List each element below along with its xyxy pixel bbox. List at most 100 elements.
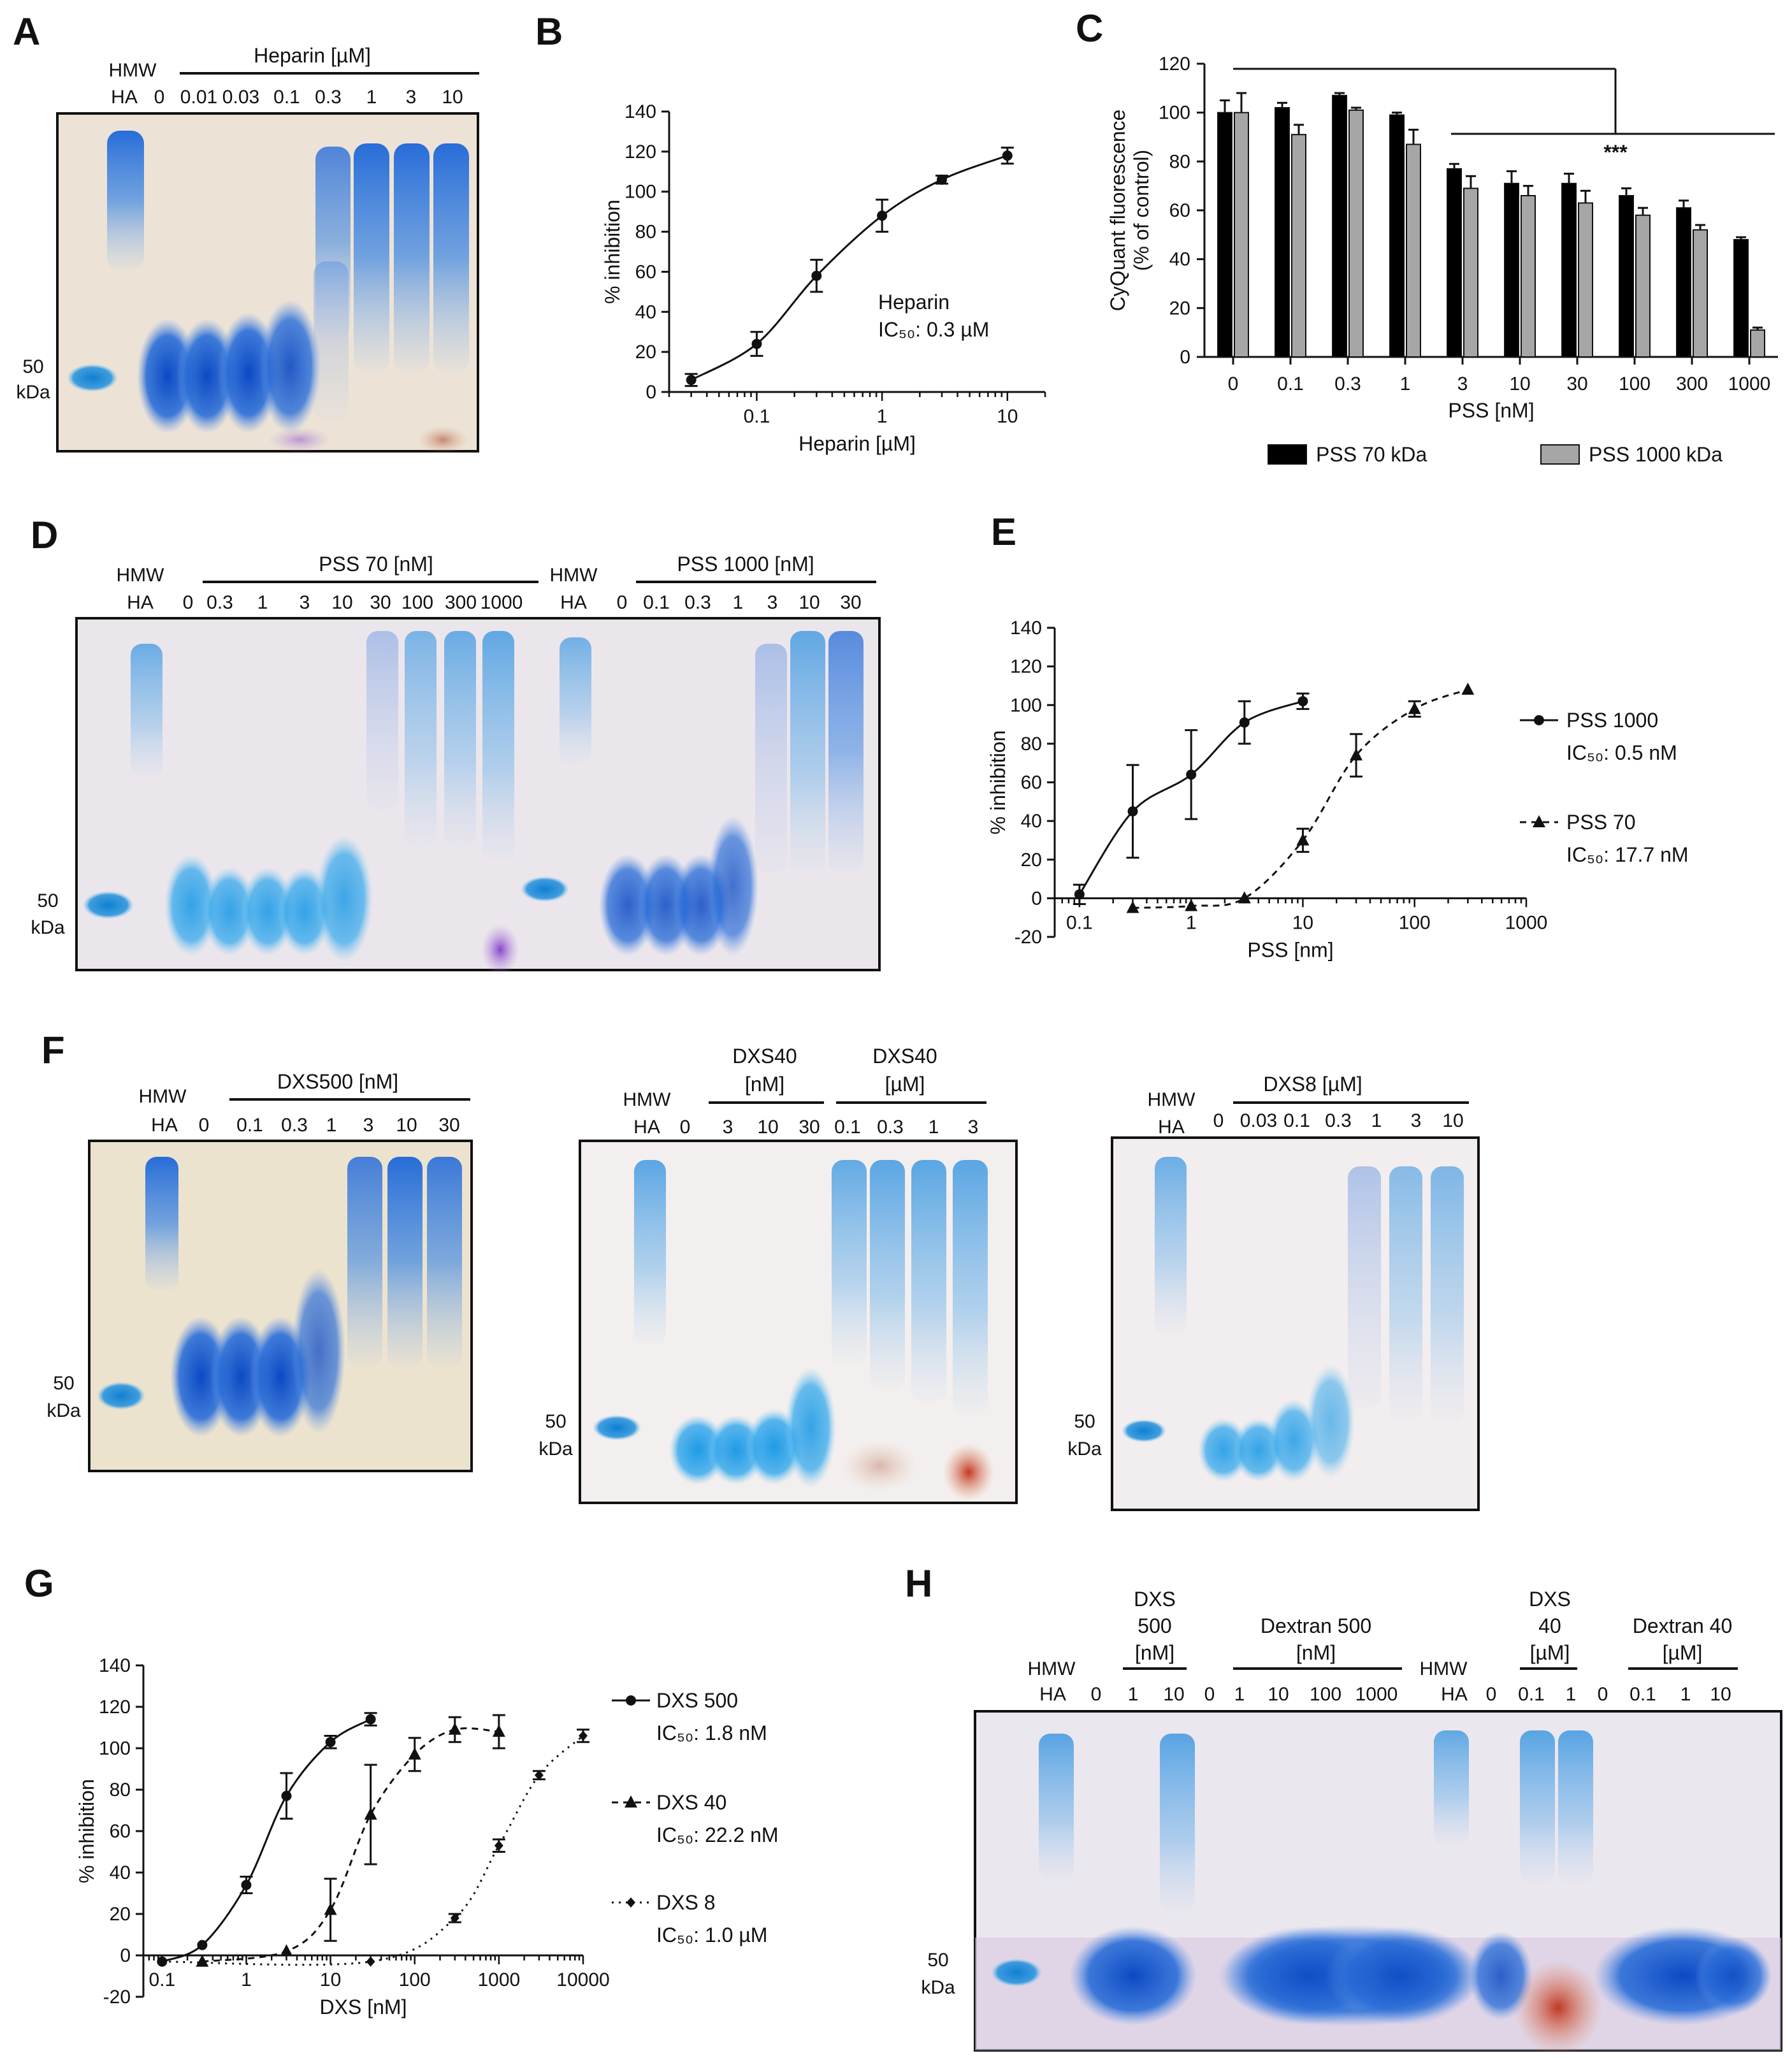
- data-point: [450, 1913, 459, 1924]
- y-tick-label: 60: [110, 1821, 131, 1842]
- gel-h-g3-l2: 40: [1538, 1614, 1561, 1637]
- y-tick-label: -20: [103, 1987, 131, 2008]
- gel-d-image: [75, 617, 881, 975]
- lane-label: 0: [183, 592, 194, 613]
- lane-label: 3: [968, 1117, 979, 1138]
- x-axis-label: PSS [nM]: [1448, 399, 1534, 422]
- gel-h-g1-l3: [nM]: [1135, 1641, 1174, 1664]
- data-point: [1127, 806, 1138, 816]
- bar-pss70: [1619, 195, 1634, 358]
- series-line: [1132, 688, 1468, 909]
- y-tick-label: 140: [99, 1655, 131, 1676]
- data-point: [241, 1880, 252, 1890]
- lane-label: 10: [1268, 1684, 1289, 1705]
- y-tick-label: 140: [625, 101, 656, 122]
- marker-f2-50: 50: [545, 1411, 566, 1432]
- lane-label: 0.1: [1629, 1684, 1656, 1705]
- ladder-f3-top: HMW: [1148, 1089, 1196, 1110]
- data-point: [448, 1722, 461, 1735]
- bar-pss1000: [1521, 195, 1536, 358]
- lane-label: 3: [723, 1117, 733, 1138]
- gel-f2-image: [579, 1140, 1018, 1504]
- data-point: [1461, 683, 1475, 695]
- panel-a-letter: A: [13, 10, 40, 53]
- x-tick-label: 0: [1228, 373, 1239, 395]
- data-point: [1408, 702, 1421, 714]
- data-point: [1350, 748, 1363, 761]
- gel-f2-title-b1: DXS40: [872, 1045, 937, 1068]
- bar-pss70: [1217, 112, 1232, 358]
- bar-pss1000: [1406, 143, 1421, 358]
- bar-pss1000: [1578, 202, 1593, 358]
- data-point: [366, 1956, 375, 1967]
- data-point: [281, 1790, 292, 1801]
- bar-pss70: [1733, 239, 1749, 358]
- legend-marker: [626, 1897, 635, 1908]
- lane-label: 100: [1310, 1684, 1341, 1705]
- lane-label: 3: [300, 592, 310, 613]
- y-tick-label: 100: [625, 182, 656, 203]
- lane-label: 0: [1598, 1684, 1608, 1705]
- gel-f3-title: DXS8 [µM]: [1263, 1073, 1362, 1096]
- y-tick-label: 60: [1169, 200, 1190, 221]
- lane-label: 0.1: [834, 1117, 861, 1138]
- x-axis-label: DXS [nM]: [320, 1996, 407, 2018]
- lane-label: 0: [1486, 1684, 1497, 1705]
- lane-label: 0: [617, 592, 628, 613]
- gel-d-title-1: PSS 70 [nM]: [319, 553, 433, 576]
- lane-label: 10: [798, 592, 820, 613]
- ladder-f2-top: HMW: [623, 1089, 672, 1110]
- bar-pss70: [1389, 114, 1405, 358]
- y-tick-label: 120: [1010, 656, 1042, 678]
- marker-d-50: 50: [37, 890, 58, 911]
- ladder-label-bottom: HA: [111, 87, 138, 108]
- lane-label: 1: [1234, 1684, 1245, 1705]
- data-point: [494, 1840, 503, 1851]
- x-tick-label: 1: [241, 1969, 252, 1990]
- panel-g: G -20 0 20 40 60 80 100 120 140 0.1 1 10 100 1000 1000…: [24, 1562, 779, 2018]
- marker-label-50: 50: [22, 356, 43, 377]
- y-tick-label: 20: [1021, 850, 1042, 871]
- legend-marker: [626, 1695, 636, 1706]
- bar-pss1000: [1750, 329, 1765, 358]
- lane-label: HA: [1441, 1684, 1468, 1705]
- data-point: [324, 1902, 337, 1915]
- lane-label: 1: [733, 592, 744, 613]
- data-point: [936, 174, 947, 185]
- lane-label: 1: [929, 1117, 939, 1138]
- marker-label-kda: kDa: [16, 382, 50, 403]
- x-tick-label: 0.1: [148, 1969, 175, 1990]
- chart-e: -20 0 20 40 60 80 100 120 140 0.1 1 10 100 1000 PSS [n…: [986, 618, 1689, 961]
- gel-a-image: [56, 112, 479, 454]
- y-axis-label-1: CyQuant fluorescence: [1106, 110, 1129, 312]
- y-tick-label: 40: [110, 1862, 131, 1883]
- data-point: [751, 338, 762, 349]
- data-point: [1186, 769, 1197, 780]
- legend-label: DXS 40: [656, 1791, 726, 1814]
- gel-a-title: Heparin [µM]: [254, 44, 371, 67]
- chart-b: 0 20 40 60 80 100 120 140 0.1 1 10 Heparin [µM] % in…: [601, 101, 1046, 455]
- bar-pss1000: [1693, 229, 1708, 358]
- lane-label: 0.1: [1283, 1110, 1310, 1131]
- lane-label: 10: [757, 1117, 778, 1138]
- lane-label: 30: [370, 592, 391, 613]
- y-tick-label: 120: [99, 1697, 131, 1718]
- bar-pss1000: [1291, 134, 1306, 358]
- lane-label: 0.01: [180, 87, 217, 108]
- data-point: [157, 1956, 167, 1967]
- gel-f2-lane-labels: 0 3 10 30 0.1 0.3 1 3: [680, 1117, 979, 1138]
- lane-label: 3: [406, 87, 417, 108]
- gel-h-g2-l2: [nM]: [1296, 1641, 1336, 1664]
- x-tick-label: 1000: [1505, 912, 1548, 933]
- gel-d-title-2: PSS 1000 [nM]: [677, 553, 814, 576]
- data-point: [1239, 717, 1250, 728]
- y-tick-label: 0: [646, 382, 656, 403]
- gel-h-g3-l3: [µM]: [1530, 1641, 1570, 1664]
- bar-pss1000: [1348, 109, 1364, 358]
- y-tick-label: 20: [635, 342, 656, 363]
- data-point: [197, 1939, 208, 1950]
- y-tick-label: 80: [110, 1779, 131, 1801]
- gel-f1-image: [88, 1140, 473, 1472]
